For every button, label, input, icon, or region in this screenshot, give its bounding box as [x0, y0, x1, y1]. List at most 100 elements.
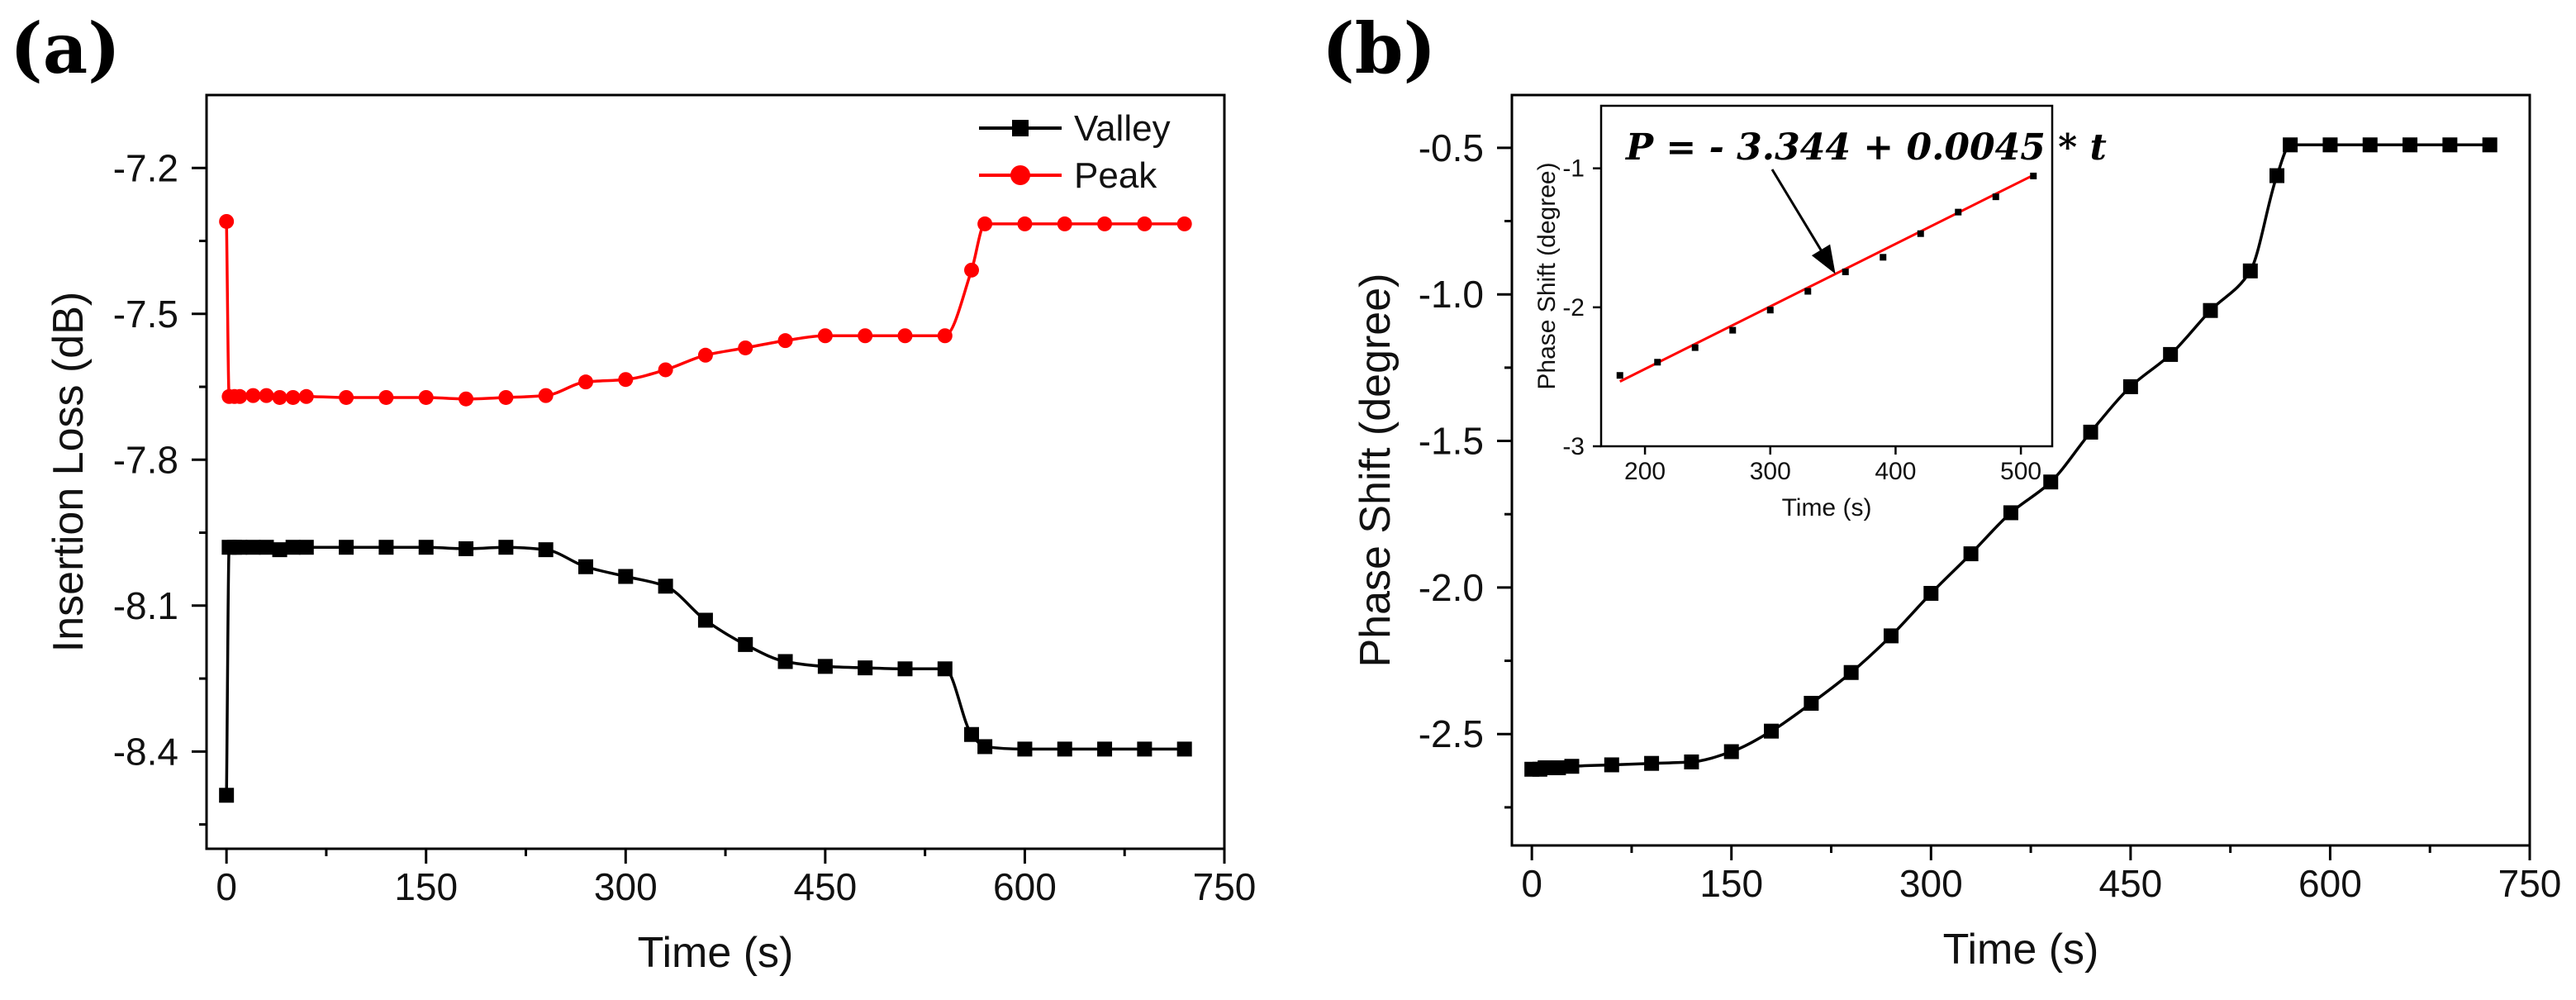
x-tick-label: 450: [793, 865, 857, 908]
inset-series: [1616, 172, 2037, 383]
inset-frame: [1599, 104, 2054, 448]
y-tick-label: -7.2: [113, 146, 178, 189]
data-point: [219, 788, 235, 803]
data-point: [538, 388, 554, 403]
data-point: [618, 569, 634, 584]
inset-data-point: [1880, 254, 1887, 261]
data-point: [1057, 216, 1072, 231]
data-point: [285, 389, 301, 405]
data-point: [339, 389, 354, 405]
x-tick-label: 150: [1699, 862, 1763, 905]
data-point: [1551, 760, 1566, 776]
y-tick-label: -3: [1562, 433, 1585, 460]
inset-data-point: [1992, 193, 1999, 201]
chart-a-series: [219, 213, 1192, 803]
data-point: [418, 389, 434, 405]
inset-ylabel: Phase Shift (degree): [1533, 162, 1561, 389]
data-point: [418, 540, 434, 555]
inset-data-point: [1654, 359, 1661, 366]
chart-a-xlabel: Time (s): [638, 929, 794, 977]
legend-marker-peak: [1010, 165, 1030, 185]
data-point: [538, 542, 554, 558]
data-point: [1684, 754, 1699, 769]
data-point: [2203, 302, 2218, 318]
data-point: [2083, 424, 2098, 440]
legend-label-valley: Valley: [1074, 108, 1171, 149]
inset-data-point: [2030, 172, 2037, 179]
chart-b-ylabel: Phase Shift (degree): [1352, 274, 1400, 668]
inset-fit-equation: P = - 3.344 + 0.0045 * t: [1624, 126, 2107, 169]
data-point: [1764, 723, 1780, 739]
data-point: [858, 660, 873, 676]
data-point: [697, 347, 713, 363]
chart-b-xlabel: Time (s): [1943, 926, 2099, 974]
x-tick-label: 150: [394, 865, 458, 908]
data-point: [1538, 760, 1553, 776]
chart-a-legend: Valley Peak: [979, 108, 1171, 196]
data-point: [618, 372, 634, 388]
x-tick-label: 500: [2000, 458, 2041, 485]
data-point: [2482, 137, 2498, 153]
chart-a-ticks: 0 150 300 450 600 750 -7.2 -7.5 -7.8 -8.1 -8.4: [113, 146, 1257, 908]
data-point: [738, 340, 753, 355]
data-point: [1057, 741, 1072, 757]
y-tick-label: -2.0: [1419, 566, 1484, 609]
data-point: [658, 362, 673, 378]
data-point: [498, 389, 514, 405]
data-point: [459, 540, 474, 556]
x-tick-label: 200: [1624, 458, 1666, 485]
data-point: [285, 540, 301, 555]
series-line-peak: [225, 221, 1185, 401]
data-point: [777, 654, 793, 669]
data-point: [378, 389, 394, 405]
data-point: [1564, 759, 1580, 774]
data-point: [937, 328, 953, 344]
inset-data-point: [1691, 344, 1699, 351]
data-point: [272, 389, 288, 405]
x-tick-label: 600: [2298, 862, 2362, 905]
y-tick-label: -1.0: [1419, 273, 1484, 316]
chart-b-frame: [1510, 93, 2531, 847]
inset-background: [1601, 106, 2052, 446]
legend-marker-valley: [1012, 120, 1029, 136]
inset-ticks: 200 300 400 500 -1 -2 -3: [1562, 155, 2041, 485]
y-tick-label: -8.4: [113, 730, 178, 773]
data-point: [245, 388, 261, 403]
data-point: [697, 612, 713, 628]
inset-data-point: [1616, 372, 1623, 379]
data-point: [1097, 741, 1113, 757]
inset-annotation-arrow: [1770, 169, 1829, 263]
panel-label-a: (a): [10, 7, 121, 89]
x-tick-label: 750: [2498, 862, 2562, 905]
x-tick-label: 300: [594, 865, 658, 908]
chart-b-ticks: 0 150 300 450 600 750 -0.5 -1.0 -1.5 -2.0 -2.5: [1419, 126, 2562, 905]
x-tick-label: 750: [1193, 865, 1257, 908]
y-tick-label: -2.5: [1419, 712, 1484, 755]
x-tick-label: 300: [1750, 458, 1791, 485]
y-tick-label: -8.1: [113, 584, 178, 627]
x-tick-label: 450: [2098, 862, 2162, 905]
chart-b-series: [1524, 137, 2498, 777]
data-point: [964, 262, 980, 278]
data-point: [1176, 741, 1192, 757]
data-point: [219, 213, 235, 229]
data-point: [498, 540, 514, 555]
data-point: [2362, 137, 2378, 153]
data-point: [977, 216, 993, 231]
data-point: [817, 659, 833, 674]
data-point: [2322, 137, 2338, 153]
data-point: [259, 388, 274, 403]
data-point: [232, 388, 248, 404]
data-point: [245, 540, 261, 555]
data-point: [577, 374, 593, 390]
inset-chart: 200 300 400 500 -1 -2 -3 Time (s) Phase Shift …: [1533, 104, 2107, 521]
y-tick-label: -7.8: [113, 438, 178, 481]
inset-data-point: [1917, 230, 1924, 237]
data-point: [1723, 744, 1739, 760]
data-point: [658, 579, 673, 594]
x-tick-label: 300: [1899, 862, 1963, 905]
inset-data-point: [1766, 307, 1774, 314]
chart-a-ylabel: Insertion Loss (dB): [45, 292, 93, 652]
data-point: [1604, 757, 1619, 773]
data-point: [577, 559, 593, 574]
